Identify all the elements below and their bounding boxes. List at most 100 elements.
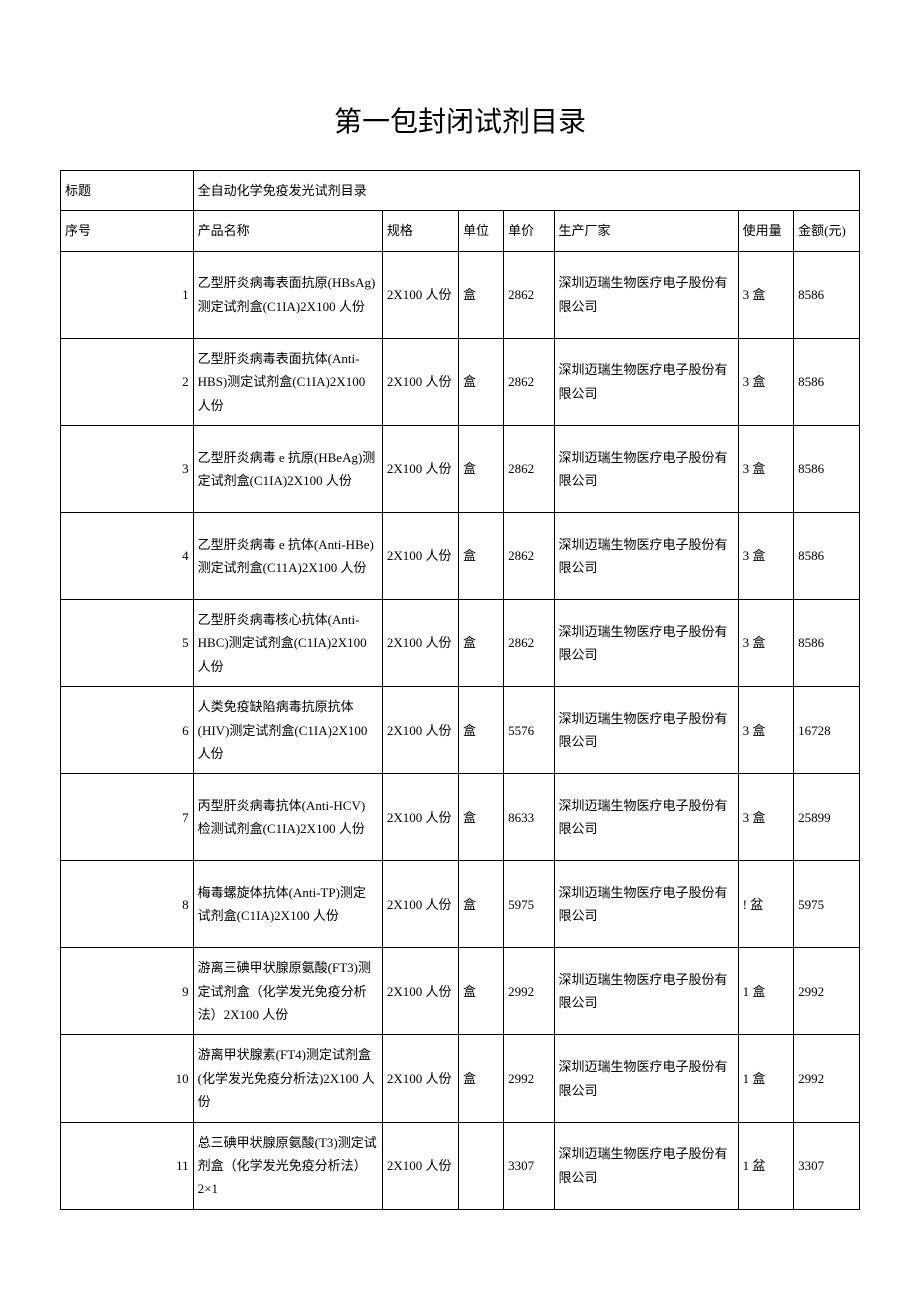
spec-cell: 2X100 人份 (382, 948, 458, 1035)
title-label-cell: 标题 (61, 171, 194, 211)
table-row: 3乙型肝炎病毒 e 抗原(HBeAg)测定试剂盒(C1IA)2X100 人份2X… (61, 425, 860, 512)
col-amount: 金额(元) (794, 211, 860, 251)
seq-cell: 3 (61, 425, 194, 512)
price-cell: 2862 (504, 599, 554, 686)
seq-cell: 4 (61, 512, 194, 599)
unit-cell (458, 1122, 503, 1209)
col-usage: 使用量 (738, 211, 794, 251)
col-name: 产品名称 (193, 211, 382, 251)
name-cell: 梅毒螺旋体抗体(Anti-TP)测定试剂盒(C1IA)2X100 人份 (193, 861, 382, 948)
amount-cell: 2992 (794, 948, 860, 1035)
usage-cell: ! 盆 (738, 861, 794, 948)
usage-cell: 3 盒 (738, 425, 794, 512)
mfr-cell: 深圳迈瑞生物医疗电子股份有限公司 (554, 948, 738, 1035)
seq-cell: 8 (61, 861, 194, 948)
mfr-cell: 深圳迈瑞生物医疗电子股份有限公司 (554, 251, 738, 338)
unit-cell: 盒 (458, 425, 503, 512)
seq-cell: 5 (61, 599, 194, 686)
unit-cell: 盒 (458, 338, 503, 425)
table-row: 2乙型肝炎病毒表面抗体(Anti-HBS)测定试剂盒(C1IA)2X100 人份… (61, 338, 860, 425)
table-row: 1乙型肝炎病毒表面抗原(HBsAg)测定试剂盒(C1IA)2X100 人份2X1… (61, 251, 860, 338)
col-spec: 规格 (382, 211, 458, 251)
amount-cell: 3307 (794, 1122, 860, 1209)
amount-cell: 8586 (794, 425, 860, 512)
seq-cell: 11 (61, 1122, 194, 1209)
col-seq: 序号 (61, 211, 194, 251)
title-value-cell: 全自动化学免疫发光试剂目录 (193, 171, 859, 211)
table-row: 5乙型肝炎病毒核心抗体(Anti-HBC)测定试剂盒(C1IA)2X100 人份… (61, 599, 860, 686)
usage-cell: 3 盒 (738, 774, 794, 861)
col-unit: 单位 (458, 211, 503, 251)
title-row: 标题 全自动化学免疫发光试剂目录 (61, 171, 860, 211)
name-cell: 丙型肝炎病毒抗体(Anti-HCV)检测试剂盒(C1IA)2X100 人份 (193, 774, 382, 861)
spec-cell: 2X100 人份 (382, 251, 458, 338)
mfr-cell: 深圳迈瑞生物医疗电子股份有限公司 (554, 338, 738, 425)
usage-cell: 3 盒 (738, 251, 794, 338)
col-mfr: 生产厂家 (554, 211, 738, 251)
spec-cell: 2X100 人份 (382, 425, 458, 512)
table-row: 4乙型肝炎病毒 e 抗体(Anti-HBe)测定试剂盒(C11A)2X100 人… (61, 512, 860, 599)
usage-cell: 1 盆 (738, 1122, 794, 1209)
price-cell: 8633 (504, 774, 554, 861)
amount-cell: 25899 (794, 774, 860, 861)
mfr-cell: 深圳迈瑞生物医疗电子股份有限公司 (554, 1035, 738, 1122)
price-cell: 2862 (504, 251, 554, 338)
table-row: 10游离甲状腺素(FT4)测定试剂盒(化学发光免疫分析法)2X100 人份2X1… (61, 1035, 860, 1122)
mfr-cell: 深圳迈瑞生物医疗电子股份有限公司 (554, 425, 738, 512)
amount-cell: 5975 (794, 861, 860, 948)
spec-cell: 2X100 人份 (382, 338, 458, 425)
amount-cell: 2992 (794, 1035, 860, 1122)
name-cell: 乙型肝炎病毒核心抗体(Anti-HBC)测定试剂盒(C1IA)2X100 人份 (193, 599, 382, 686)
price-cell: 2862 (504, 512, 554, 599)
seq-cell: 6 (61, 687, 194, 774)
table-row: 9游离三碘甲状腺原氨酸(FT3)测定试剂盒（化学发光免疫分析法）2X100 人份… (61, 948, 860, 1035)
spec-cell: 2X100 人份 (382, 599, 458, 686)
seq-cell: 1 (61, 251, 194, 338)
header-row: 序号 产品名称 规格 单位 单价 生产厂家 使用量 金额(元) (61, 211, 860, 251)
seq-cell: 9 (61, 948, 194, 1035)
name-cell: 乙型肝炎病毒表面抗原(HBsAg)测定试剂盒(C1IA)2X100 人份 (193, 251, 382, 338)
mfr-cell: 深圳迈瑞生物医疗电子股份有限公司 (554, 512, 738, 599)
price-cell: 2862 (504, 425, 554, 512)
name-cell: 乙型肝炎病毒 e 抗原(HBeAg)测定试剂盒(C1IA)2X100 人份 (193, 425, 382, 512)
spec-cell: 2X100 人份 (382, 687, 458, 774)
table-row: 11总三碘甲状腺原氨酸(T3)测定试剂盒（化学发光免疫分析法）2×12X100 … (61, 1122, 860, 1209)
usage-cell: 3 盒 (738, 338, 794, 425)
name-cell: 总三碘甲状腺原氨酸(T3)测定试剂盒（化学发光免疫分析法）2×1 (193, 1122, 382, 1209)
usage-cell: 1 盒 (738, 948, 794, 1035)
table-row: 8梅毒螺旋体抗体(Anti-TP)测定试剂盒(C1IA)2X100 人份2X10… (61, 861, 860, 948)
table-row: 7丙型肝炎病毒抗体(Anti-HCV)检测试剂盒(C1IA)2X100 人份2X… (61, 774, 860, 861)
price-cell: 5576 (504, 687, 554, 774)
mfr-cell: 深圳迈瑞生物医疗电子股份有限公司 (554, 1122, 738, 1209)
unit-cell: 盒 (458, 512, 503, 599)
price-cell: 2992 (504, 1035, 554, 1122)
unit-cell: 盒 (458, 1035, 503, 1122)
price-cell: 2862 (504, 338, 554, 425)
mfr-cell: 深圳迈瑞生物医疗电子股份有限公司 (554, 687, 738, 774)
mfr-cell: 深圳迈瑞生物医疗电子股份有限公司 (554, 774, 738, 861)
unit-cell: 盒 (458, 599, 503, 686)
name-cell: 乙型肝炎病毒表面抗体(Anti-HBS)测定试剂盒(C1IA)2X100 人份 (193, 338, 382, 425)
page-title: 第一包封闭试剂目录 (60, 100, 860, 140)
unit-cell: 盒 (458, 251, 503, 338)
reagent-table: 标题 全自动化学免疫发光试剂目录 序号 产品名称 规格 单位 单价 生产厂家 使… (60, 170, 860, 1210)
usage-cell: 3 盒 (738, 687, 794, 774)
usage-cell: 3 盒 (738, 599, 794, 686)
usage-cell: 1 盒 (738, 1035, 794, 1122)
col-price: 单价 (504, 211, 554, 251)
seq-cell: 2 (61, 338, 194, 425)
seq-cell: 10 (61, 1035, 194, 1122)
amount-cell: 8586 (794, 338, 860, 425)
amount-cell: 8586 (794, 599, 860, 686)
name-cell: 游离甲状腺素(FT4)测定试剂盒(化学发光免疫分析法)2X100 人份 (193, 1035, 382, 1122)
seq-cell: 7 (61, 774, 194, 861)
mfr-cell: 深圳迈瑞生物医疗电子股份有限公司 (554, 861, 738, 948)
spec-cell: 2X100 人份 (382, 1122, 458, 1209)
spec-cell: 2X100 人份 (382, 512, 458, 599)
usage-cell: 3 盒 (738, 512, 794, 599)
name-cell: 乙型肝炎病毒 e 抗体(Anti-HBe)测定试剂盒(C11A)2X100 人份 (193, 512, 382, 599)
price-cell: 5975 (504, 861, 554, 948)
amount-cell: 16728 (794, 687, 860, 774)
price-cell: 2992 (504, 948, 554, 1035)
mfr-cell: 深圳迈瑞生物医疗电子股份有限公司 (554, 599, 738, 686)
